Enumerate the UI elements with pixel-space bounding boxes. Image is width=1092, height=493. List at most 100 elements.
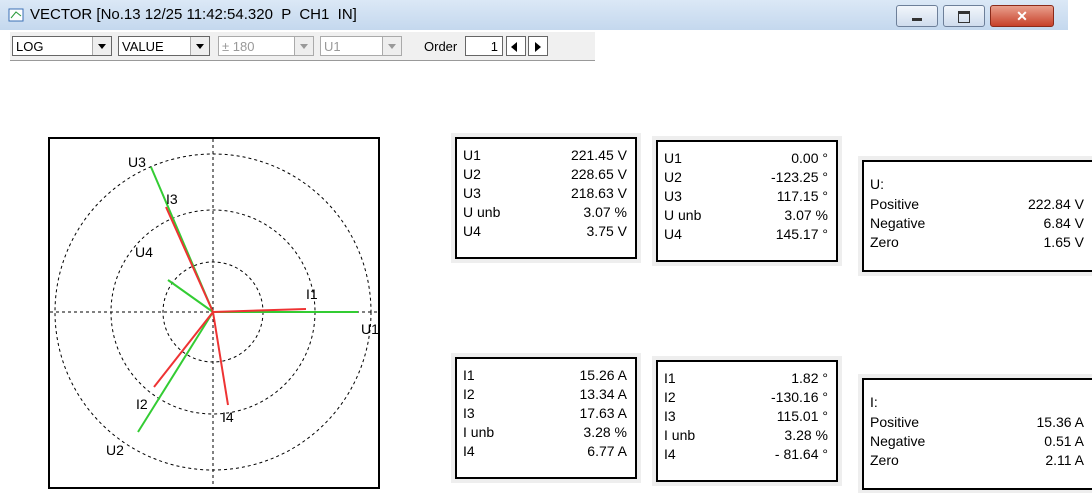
dropdown-text: ± 180 (222, 39, 255, 54)
value-row: I4 6.77 A (463, 443, 627, 462)
minimize-button[interactable] (896, 5, 938, 27)
vector-u4 (167, 279, 214, 313)
value-row: U4 145.17 ° (664, 226, 828, 245)
voltage-angles: U1 0.00 ° U2 -123.25 ° U3 117.15 ° U unb 3.07 %… (656, 140, 838, 262)
current-sequence: I: Positive 15.36 A Negative 0.51 A Zero 2.11 … (862, 378, 1092, 490)
row-value: 222.84 V (1027, 196, 1084, 212)
row-value: 13.34 A (579, 386, 628, 402)
value-row: Negative 0.51 A (870, 433, 1084, 452)
value-row: I unb 3.28 % (664, 427, 828, 446)
row-value: 0.51 A (1044, 433, 1084, 449)
row-label: U3 (664, 188, 682, 204)
row-label: U3 (463, 185, 481, 201)
row-value: 2.11 A (1045, 452, 1084, 468)
order-input[interactable]: 1 (465, 36, 503, 56)
row-label: Zero (870, 234, 899, 250)
value-row: Negative 6.84 V (870, 215, 1084, 234)
order-label: Order (424, 39, 458, 54)
row-label: I1 (664, 370, 676, 386)
value-row: I4 - 81.64 ° (664, 446, 828, 465)
row-value: 1.65 V (1043, 234, 1084, 250)
vector-label: U1 (361, 321, 379, 337)
vector-label: I4 (222, 409, 234, 425)
row-value: 6.84 V (1043, 215, 1084, 231)
value-row: U1 0.00 ° (664, 150, 828, 169)
vector-u2 (137, 311, 214, 433)
phasor-diagram: U3 I3 U4 I1 U1 I2 I4 U2 (48, 137, 380, 489)
value-row: U1 221.45 V (463, 147, 627, 166)
value-row: I3 115.01 ° (664, 408, 828, 427)
row-value: 115.01 ° (776, 408, 828, 424)
value-row: I1 1.82 ° (664, 370, 828, 389)
vector-labels: U3 I3 U4 I1 U1 I2 I4 U2 (106, 154, 379, 458)
row-label: U1 (463, 147, 481, 163)
row-value: 3.07 % (784, 207, 828, 223)
toolbar: LOG VALUE ± 180 U1 Order 1 (10, 32, 595, 61)
order-increase[interactable] (528, 36, 548, 56)
row-label: I1 (463, 367, 475, 383)
value-row: I2 13.34 A (463, 386, 627, 405)
value-row: Positive 15.36 A (870, 414, 1084, 433)
row-value: 145.17 ° (775, 226, 828, 242)
current-magnitudes: I1 15.26 A I2 13.34 A I3 17.63 A I unb 3.28 % I4… (455, 357, 637, 479)
value-row: U2 -123.25 ° (664, 169, 828, 188)
mode-dropdown[interactable]: VALUE (118, 36, 210, 56)
row-value: 3.28 % (784, 427, 828, 443)
row-label: Positive (870, 414, 920, 430)
row-value: 3.75 V (586, 223, 627, 239)
value-row: U4 3.75 V (463, 223, 627, 242)
vector-label: I1 (306, 286, 318, 302)
vector-label: U4 (135, 244, 153, 260)
vector-label: U3 (128, 154, 146, 170)
row-label: I4 (463, 443, 475, 459)
row-label: I3 (664, 408, 676, 424)
voltage-magnitudes: U1 221.45 V U2 228.65 V U3 218.63 V U unb 3.07 … (455, 137, 637, 259)
value-row: Zero 2.11 A (870, 452, 1084, 471)
row-value: 221.45 V (570, 147, 627, 163)
vector-i1 (212, 308, 307, 313)
close-button[interactable]: ✕ (990, 5, 1054, 27)
order-decrease[interactable] (506, 36, 526, 56)
row-label: U2 (463, 166, 481, 182)
row-value: 228.65 V (570, 166, 627, 182)
value-row: I unb 3.28 % (463, 424, 627, 443)
row-value: -123.25 ° (771, 169, 828, 185)
dropdown-text: LOG (16, 39, 44, 54)
sequence-title: U: (870, 176, 884, 192)
value-row: U3 218.63 V (463, 185, 627, 204)
row-value: - 81.64 ° (774, 446, 828, 462)
row-label: Positive (870, 196, 920, 212)
row-label: I4 (664, 446, 676, 462)
row-value: 117.15 ° (776, 188, 828, 204)
vectors (137, 166, 358, 433)
row-value: -130.16 ° (771, 389, 828, 405)
row-label: I3 (463, 405, 475, 421)
dropdown-text: VALUE (122, 39, 164, 54)
row-label: U1 (664, 150, 682, 166)
vector-label: I2 (136, 396, 148, 412)
value-row: U unb 3.07 % (463, 204, 627, 223)
dropdown-text: U1 (324, 39, 341, 54)
row-value: 0.00 ° (791, 150, 828, 166)
row-label: Zero (870, 452, 899, 468)
row-value: 15.26 A (579, 367, 628, 383)
row-value: 3.28 % (583, 424, 627, 440)
row-label: I unb (664, 427, 696, 443)
current-angles: I1 1.82 ° I2 -130.16 ° I3 115.01 ° I unb 3.28 %… (656, 360, 838, 482)
row-label: I2 (463, 386, 475, 402)
value-row: Positive 222.84 V (870, 196, 1084, 215)
maximize-button[interactable] (943, 5, 985, 27)
row-label: Negative (870, 433, 926, 449)
scale-dropdown[interactable]: LOG (12, 36, 112, 56)
value-row: I1 15.26 A (463, 367, 627, 386)
row-value: 17.63 A (579, 405, 628, 421)
vector-label: U2 (106, 442, 124, 458)
voltage-sequence: U: Positive 222.84 V Negative 6.84 V Zero 1.65… (862, 160, 1092, 272)
vector-i4 (212, 311, 229, 406)
row-value: 218.63 V (570, 185, 627, 201)
title-bar: VECTOR [No.13 12/25 11:42:54.320 P CH1 I… (0, 0, 1068, 30)
row-value: 1.82 ° (791, 370, 828, 386)
vector-i2 (153, 311, 214, 388)
row-label: U2 (664, 169, 682, 185)
row-label: U unb (664, 207, 702, 223)
